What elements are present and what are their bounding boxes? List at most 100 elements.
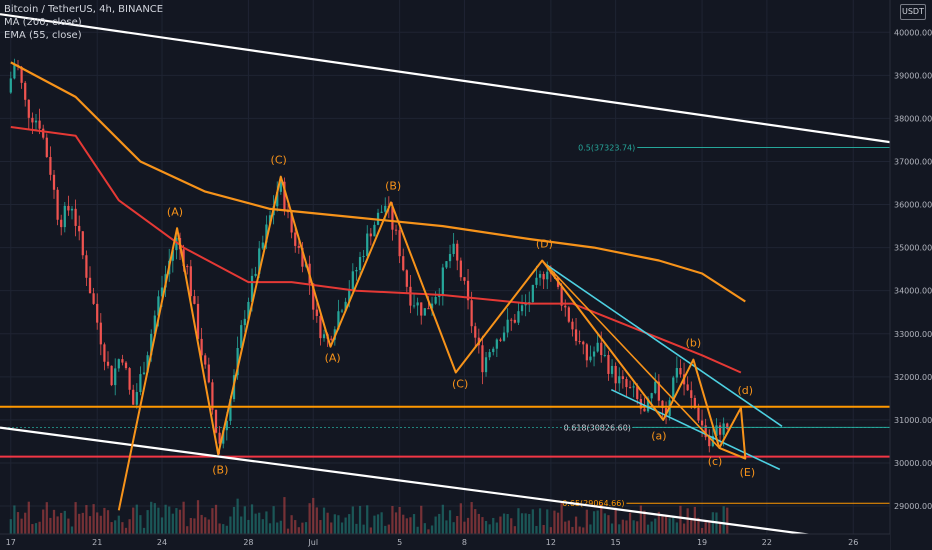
x-tick-label: 28 xyxy=(243,538,253,547)
candle-body xyxy=(420,302,423,316)
candle-body xyxy=(690,390,693,398)
volume-bar xyxy=(582,527,585,534)
candle-body xyxy=(146,355,149,373)
volume-bar xyxy=(222,524,225,534)
volume-bar xyxy=(366,505,369,534)
volume-bar xyxy=(124,527,128,534)
wave-label: (d) xyxy=(737,384,753,397)
volume-bar xyxy=(726,507,729,534)
volume-bar xyxy=(56,516,59,534)
candle-body xyxy=(621,376,624,379)
candle-body xyxy=(294,232,297,246)
candle-body xyxy=(20,66,23,83)
candle-body xyxy=(121,359,124,363)
y-tick-label: 38000.00 xyxy=(894,114,932,123)
wave-triangle-line xyxy=(541,259,746,460)
ma-legend[interactable]: MA (200, close) xyxy=(4,17,82,28)
volume-bar xyxy=(207,519,210,534)
candle-body xyxy=(9,78,12,93)
wave-label: (C) xyxy=(271,154,287,167)
volume-bar xyxy=(488,524,491,534)
volume-bar xyxy=(675,522,678,534)
candle-body xyxy=(495,339,498,349)
candle-body xyxy=(243,318,246,326)
volume-bar xyxy=(549,527,552,534)
volume-bar xyxy=(654,518,657,534)
y-tick-label: 39000.00 xyxy=(894,71,932,80)
volume-bar xyxy=(117,515,120,534)
volume-bar xyxy=(200,514,203,534)
volume-bar xyxy=(81,512,84,534)
volume-bar xyxy=(639,505,642,534)
volume-bar xyxy=(463,521,466,534)
volume-bar xyxy=(585,509,588,534)
candle-body xyxy=(654,381,657,394)
candle-body xyxy=(366,233,369,256)
candle-body xyxy=(99,322,102,345)
volume-bar xyxy=(290,515,293,534)
drawings[interactable] xyxy=(0,13,891,538)
candle-body xyxy=(423,308,426,316)
currency-button[interactable]: USDT xyxy=(900,4,926,20)
volume-bar xyxy=(358,505,362,534)
candle-body xyxy=(52,174,56,190)
volume-bar xyxy=(175,508,178,534)
volume-bar xyxy=(96,512,99,534)
candle-body xyxy=(362,255,365,258)
candle-body xyxy=(369,233,372,237)
candle-body xyxy=(312,283,315,310)
candle-body xyxy=(240,325,243,348)
candle-body xyxy=(538,274,542,278)
volume-bar xyxy=(333,514,336,534)
x-tick-label: Jul xyxy=(307,538,318,547)
candle-body xyxy=(592,351,596,357)
candle-body xyxy=(384,205,387,212)
chart-legend: Bitcoin / TetherUS, 4h, BINANCE MA (200,… xyxy=(4,3,163,42)
candle-body xyxy=(340,310,344,312)
candle-body xyxy=(315,309,318,316)
candle-body xyxy=(542,274,545,280)
volume-bar xyxy=(423,523,426,534)
candle-body xyxy=(560,286,563,306)
volume-bar xyxy=(88,516,92,534)
volume-bar xyxy=(193,518,196,534)
candle-body xyxy=(42,128,45,138)
volume-bar xyxy=(340,522,344,534)
candle-body xyxy=(27,99,30,118)
candle-body xyxy=(74,208,77,226)
volume-bar xyxy=(301,522,304,534)
price-axis xyxy=(890,0,932,550)
candle-body xyxy=(459,260,462,278)
candle-body xyxy=(672,377,675,401)
candle-body xyxy=(358,257,362,270)
volume-bar xyxy=(398,506,401,534)
volume-bar xyxy=(520,513,524,534)
volume-bar xyxy=(110,522,113,534)
candle-body xyxy=(290,211,293,233)
volume-bar xyxy=(438,513,441,534)
candle-body xyxy=(229,399,232,421)
candle-body xyxy=(488,352,491,358)
candle-body xyxy=(646,398,650,412)
candle-body xyxy=(344,301,347,311)
candle-body xyxy=(319,315,322,339)
volume-bar xyxy=(477,513,480,534)
symbol-title[interactable]: Bitcoin / TetherUS, 4h, BINANCE xyxy=(4,4,164,15)
ema-legend[interactable]: EMA (55, close) xyxy=(4,30,82,41)
volume-bar xyxy=(121,522,124,534)
volume-bar xyxy=(85,505,88,534)
volume-bar xyxy=(240,516,243,534)
wave-label: (c) xyxy=(708,455,723,468)
candle-body xyxy=(474,326,477,338)
y-tick-label: 40000.00 xyxy=(894,28,932,37)
candle-body xyxy=(322,334,326,339)
volume-bar xyxy=(247,519,250,534)
volume-bar xyxy=(542,525,545,534)
volume-bar xyxy=(60,512,63,534)
volume-bar xyxy=(99,515,102,534)
candle-body xyxy=(380,211,383,213)
volume-bar xyxy=(448,510,452,534)
candle-body xyxy=(337,311,340,330)
